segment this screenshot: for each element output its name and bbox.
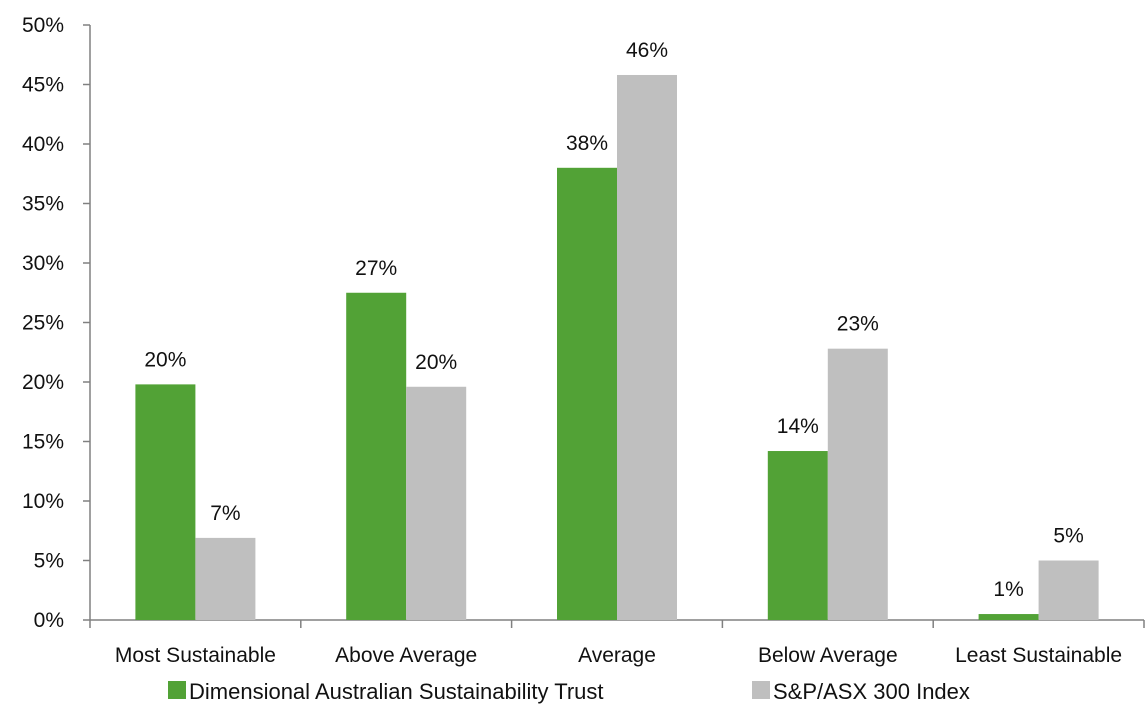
y-tick-label: 5% <box>34 550 64 573</box>
axes: 0% 5% 10% 15% 20% 25% 30% 35% 40% 45% 50% Most Sust… <box>22 14 1145 667</box>
y-tick-label: 30% <box>22 252 64 275</box>
data-label: 5% <box>1053 525 1083 548</box>
bar-trust <box>978 614 1039 620</box>
bar-index <box>406 386 467 620</box>
bar-index <box>617 74 677 621</box>
legend-swatch <box>168 681 186 699</box>
data-label: 20% <box>415 351 457 374</box>
y-tick-label: 25% <box>22 312 64 335</box>
x-category-label: Average <box>578 644 656 667</box>
y-tick-label: 10% <box>22 490 64 513</box>
bar-index <box>827 348 888 620</box>
bar-index <box>195 537 256 620</box>
y-tick-label: 40% <box>22 133 64 156</box>
x-category-label: Least Sustainable <box>955 644 1122 667</box>
x-category-label: Above Average <box>335 644 477 667</box>
data-label: 38% <box>566 132 608 155</box>
bar-trust <box>767 451 828 620</box>
x-category-label: Below Average <box>758 644 898 667</box>
legend-label: S&P/ASX 300 Index <box>773 679 970 704</box>
data-label: 20% <box>144 348 186 371</box>
bar-index <box>1038 560 1099 620</box>
y-tick-label: 20% <box>22 371 64 394</box>
data-label: 27% <box>355 257 397 280</box>
data-labels: 20% 7% 27% 20% 38% 46% 14% 23% 1% 5% <box>144 39 1083 601</box>
y-tick-label: 45% <box>22 74 64 97</box>
y-tick-label: 15% <box>22 431 64 454</box>
data-label: 7% <box>210 502 240 525</box>
data-label: 23% <box>837 313 879 336</box>
y-tick-label: 0% <box>34 609 64 632</box>
y-tick-label: 35% <box>22 193 64 216</box>
legend: Dimensional Australian Sustainability Tr… <box>168 679 970 704</box>
data-label: 1% <box>993 578 1023 601</box>
bar-trust <box>557 167 617 621</box>
data-label: 46% <box>626 39 668 62</box>
legend-label: Dimensional Australian Sustainability Tr… <box>189 679 604 704</box>
data-label: 14% <box>777 415 819 438</box>
bar-trust <box>135 384 196 620</box>
bars <box>135 74 1099 621</box>
legend-swatch <box>752 681 770 699</box>
bar-trust <box>346 292 407 620</box>
x-category-label: Most Sustainable <box>115 644 276 667</box>
y-tick-label: 50% <box>22 14 64 37</box>
